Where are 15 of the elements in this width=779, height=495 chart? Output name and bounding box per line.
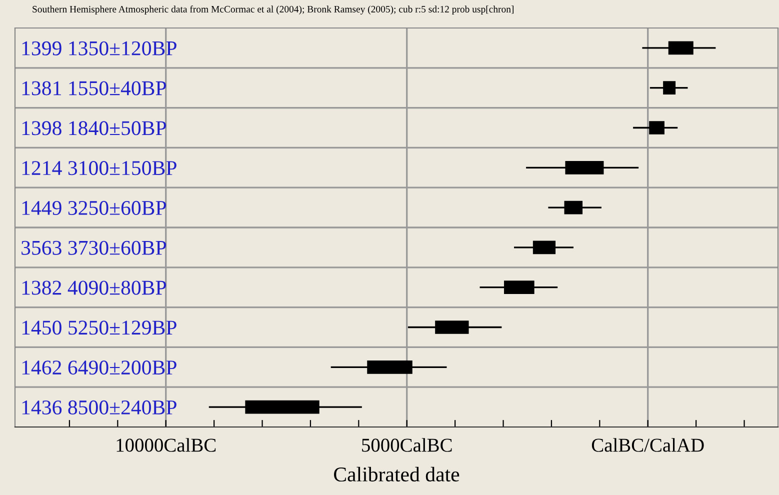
chart-title: Southern Hemisphere Atmospheric data from McCormac et al (2004); Bronk Ramsey (2005); cub r:5 sd:12 prob usp[chron] bbox=[32, 6, 514, 14]
y-tick-label: 1214 3100±150BP bbox=[22, 161, 176, 176]
y-tick-label: 1449 3250±60BP bbox=[22, 200, 166, 215]
x-tick-label: 10000CalBC bbox=[116, 438, 216, 452]
y-tick-label: 1462 6490±200BP bbox=[22, 360, 176, 375]
y-tick-label: 3563 3730±60BP bbox=[22, 240, 166, 255]
y-tick-label: 1381 1550±40BP bbox=[22, 81, 166, 96]
x-tick-label: CalBC/CalAD bbox=[592, 438, 704, 452]
y-tick-label: 1382 4090±80BP bbox=[22, 280, 166, 295]
x-tick-label: 5000CalBC bbox=[362, 438, 452, 452]
y-tick-label: 1436 8500±240BP bbox=[22, 400, 176, 414]
y-tick-label: 1399 1350±120BP bbox=[22, 41, 176, 56]
y-tick-label: 1398 1840±50BP bbox=[22, 121, 166, 136]
y-tick-label: 1450 5250±129BP bbox=[22, 320, 176, 335]
x-axis-title: Calibrated date bbox=[334, 466, 460, 482]
